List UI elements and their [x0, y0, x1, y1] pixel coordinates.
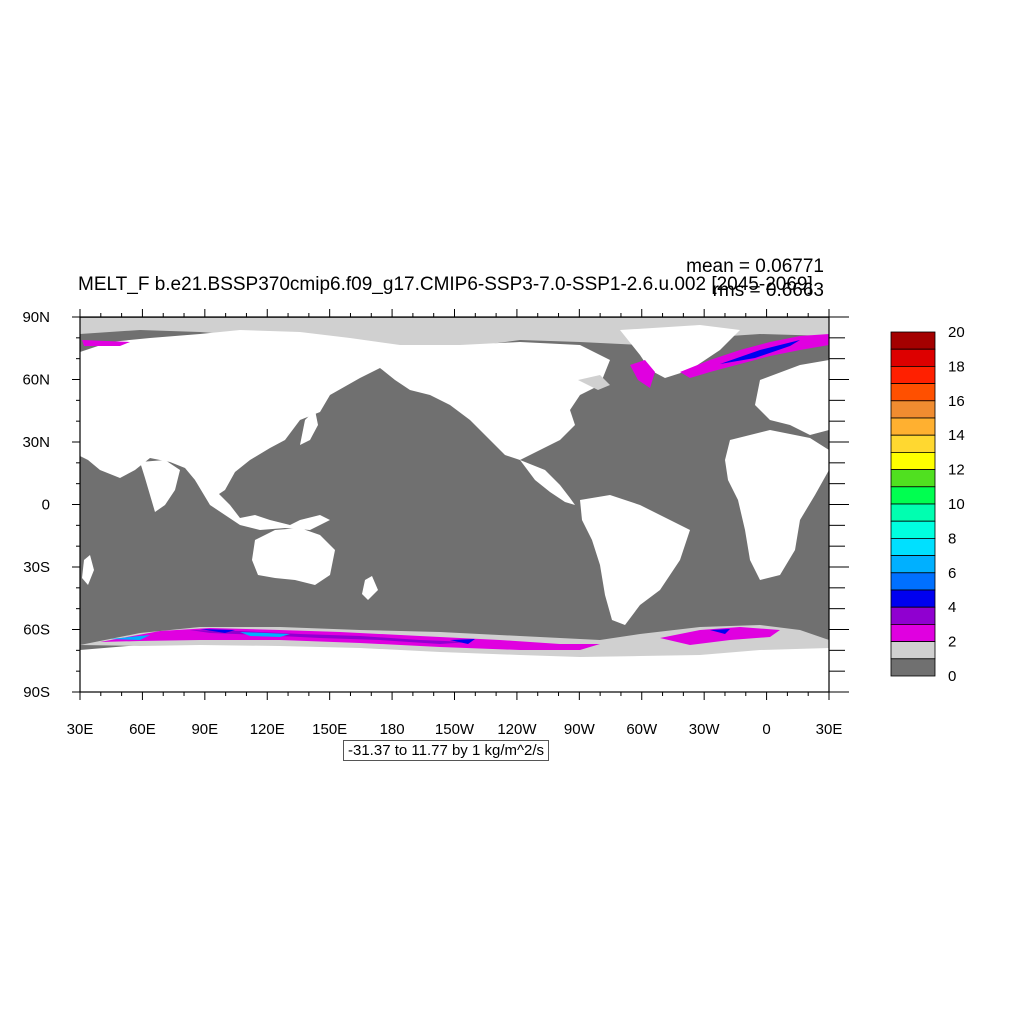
colorbar-label: 18	[948, 358, 965, 375]
melt-greenland-core	[720, 340, 800, 364]
colorbar-swatch	[890, 606, 936, 625]
colorbar-swatch	[890, 348, 936, 367]
x-tick-label: 150E	[312, 721, 347, 738]
colorbar-swatch	[890, 641, 936, 660]
colorbar-swatch	[890, 538, 936, 557]
land-greenland	[620, 325, 740, 378]
land-africa	[725, 430, 829, 580]
colorbar-swatch	[890, 434, 936, 453]
colorbar-label: 0	[948, 668, 956, 685]
land-new-zealand	[362, 576, 378, 600]
y-axis-ticks: 90N 60N 30N 0 30S 60S 90S	[22, 309, 849, 701]
land-madagascar	[82, 555, 94, 585]
land-india	[140, 460, 180, 512]
colorbar-swatch	[890, 400, 936, 419]
colorbar-label: 6	[948, 565, 956, 582]
y-tick-label: 0	[42, 497, 50, 514]
colorbar-swatch	[890, 365, 936, 384]
colorbar-label: 4	[948, 599, 956, 616]
melt-hudson	[630, 360, 655, 388]
y-tick-label: 60N	[22, 372, 50, 389]
land-australia	[252, 528, 335, 585]
melt-southern-blue	[200, 629, 730, 644]
colorbar-swatch	[890, 572, 936, 591]
x-tick-label: 0	[762, 721, 770, 738]
colorbar-label: 12	[948, 462, 965, 479]
x-tick-label: 90E	[191, 721, 218, 738]
rms-stat: rms = 0.6663	[712, 280, 824, 301]
colorbar-swatch	[890, 331, 936, 350]
colorbar-label: 14	[948, 427, 965, 444]
land-central-america	[520, 460, 575, 505]
colorbar-swatch	[890, 503, 936, 522]
colorbar-label: 16	[948, 393, 965, 410]
land-north-america	[380, 342, 610, 460]
x-tick-label: 60W	[626, 721, 658, 738]
colorbar-swatch	[890, 383, 936, 402]
colorbar-label: 10	[948, 496, 965, 513]
x-tick-label: 60E	[129, 721, 156, 738]
plot-title: MELT_F b.e21.BSSP370cmip6.f09_g17.CMIP6-…	[78, 274, 813, 295]
colorbar-label: 2	[948, 634, 956, 651]
land-southeast-asia	[195, 480, 330, 530]
land-japan	[300, 410, 318, 445]
melt-arctic-west	[82, 340, 130, 346]
colorbar-swatch	[890, 589, 936, 608]
contour-info-box: -31.37 to 11.77 by 1 kg/m^2/s	[343, 740, 550, 761]
x-tick-label: 30W	[689, 721, 721, 738]
colorbar-swatch	[890, 417, 936, 436]
x-tick-label: 30E	[816, 721, 843, 738]
x-tick-label: 150W	[435, 721, 475, 738]
x-tick-label: 120W	[497, 721, 537, 738]
mean-stat: mean = 0.06771	[686, 256, 824, 277]
colorbar-swatch	[890, 486, 936, 505]
y-tick-label: 60S	[23, 622, 50, 639]
colorbar-label: 20	[948, 324, 965, 341]
x-tick-label: 180	[380, 721, 405, 738]
x-tick-label: 120E	[250, 721, 285, 738]
colorbar-swatch	[890, 520, 936, 539]
land-eurasia	[80, 330, 420, 500]
land-south-america	[580, 495, 690, 625]
land-europe	[755, 360, 829, 435]
colorbar-swatch	[890, 469, 936, 488]
melt-weddell	[660, 627, 780, 645]
y-tick-label: 30S	[23, 559, 50, 576]
x-tick-label: 90W	[564, 721, 596, 738]
colorbar-swatch	[890, 555, 936, 574]
x-tick-label: 30E	[67, 721, 94, 738]
y-tick-label: 30N	[22, 434, 50, 451]
colorbar-swatch	[890, 451, 936, 470]
x-axis-ticks: 30E 60E 90E 120E 150E 180 150W 120W 90W 60W 30W 0 30…	[67, 309, 843, 738]
y-tick-label: 90S	[23, 684, 50, 701]
melt-southern-cyan	[110, 632, 290, 640]
y-tick-label: 90N	[22, 309, 50, 326]
map-area	[80, 317, 829, 692]
colorbar-label: 8	[948, 530, 956, 547]
colorbar-swatch	[890, 658, 936, 677]
melt-baffin	[578, 375, 610, 390]
colorbar-swatch	[890, 624, 936, 643]
